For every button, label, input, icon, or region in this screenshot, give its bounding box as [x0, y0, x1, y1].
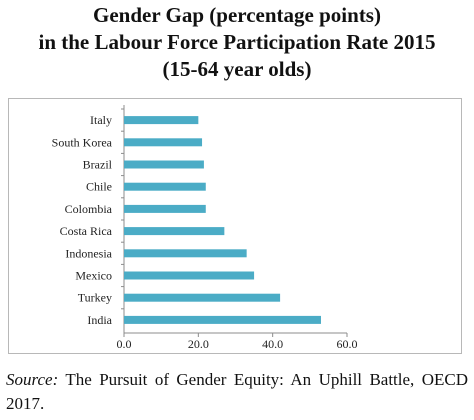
bar-italy	[124, 116, 199, 125]
category-label: Turkey	[78, 291, 112, 305]
source-label: Source:	[6, 370, 59, 389]
title-line-1: Gender Gap (percentage points)	[93, 3, 381, 27]
chart-title: Gender Gap (percentage points) in the La…	[0, 2, 474, 83]
bar-india	[124, 315, 321, 324]
title-line-3: (15-64 year olds)	[162, 57, 312, 81]
bar-indonesia	[124, 249, 247, 258]
x-tick-label: 20.0	[188, 337, 209, 351]
chart-frame	[8, 98, 462, 354]
x-tick-label: 0.0	[117, 337, 132, 351]
bar-south-korea	[124, 138, 203, 147]
category-label: Costa Rica	[60, 224, 113, 238]
category-label: Colombia	[65, 202, 113, 216]
category-label: Brazil	[83, 158, 113, 172]
bar-turkey	[124, 293, 281, 302]
source-note: Source: The Pursuit of Gender Equity: An…	[6, 368, 468, 416]
bar-mexico	[124, 271, 255, 280]
category-label: Indonesia	[65, 246, 112, 260]
bar-brazil	[124, 160, 204, 169]
category-label: Chile	[86, 180, 112, 194]
category-label: Italy	[90, 113, 112, 127]
source-text: The Pursuit of Gender Equity: An Uphill …	[6, 370, 468, 413]
category-label: Mexico	[75, 269, 112, 283]
x-tick-label: 40.0	[262, 337, 283, 351]
x-tick-label: 60.0	[337, 337, 358, 351]
bar-chile	[124, 182, 206, 191]
category-label: India	[87, 313, 112, 327]
title-line-2: in the Labour Force Participation Rate 2…	[38, 30, 436, 54]
category-label: South Korea	[52, 135, 113, 149]
bar-colombia	[124, 204, 206, 213]
bar-costa-rica	[124, 227, 225, 236]
